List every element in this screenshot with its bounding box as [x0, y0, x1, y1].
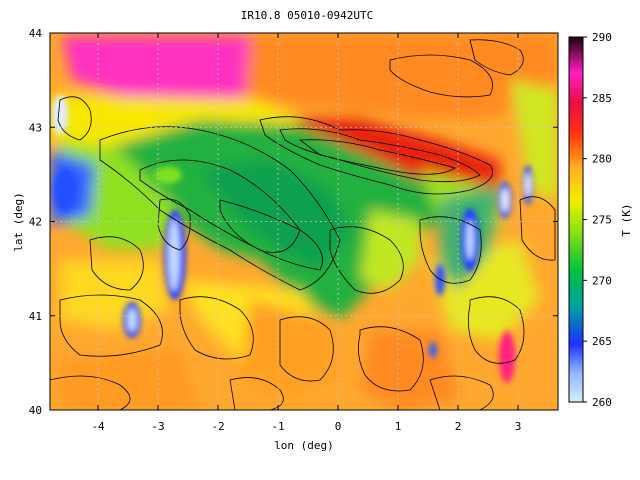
y-tick-label: 43	[29, 121, 42, 134]
x-axis-label: lon (deg)	[274, 439, 334, 452]
y-axis: 40 41 42 43 44	[29, 27, 558, 417]
colorbar-tick-label: 260	[592, 396, 612, 409]
y-tick-label: 42	[29, 216, 42, 229]
colorbar-tick-label: 290	[592, 31, 612, 44]
colorbar-ticks: 260 265 270 275 280 285 290	[583, 31, 612, 409]
x-axis: -4 -3 -2 -1 0 1 2 3	[91, 33, 521, 433]
x-tick-label: 3	[515, 420, 522, 433]
colorbar: 260 265 270 275 280 285 290 T (K)	[568, 31, 633, 409]
x-tick-label: -3	[151, 420, 164, 433]
x-tick-label: -4	[91, 420, 105, 433]
x-tick-label: -2	[211, 420, 224, 433]
x-tick-label: 2	[455, 420, 462, 433]
colorbar-scale	[568, 36, 584, 403]
y-axis-label: lat (deg)	[12, 192, 25, 252]
colorbar-tick-label: 275	[592, 214, 612, 227]
x-tick-label: 1	[395, 420, 402, 433]
y-tick-label: 40	[29, 404, 42, 417]
colorbar-label: T (K)	[620, 203, 633, 236]
x-tick-label: 0	[335, 420, 342, 433]
contour-lines	[50, 39, 556, 410]
y-tick-label: 41	[29, 310, 42, 323]
map-title: IR10.8 05010-0942UTC	[241, 9, 373, 22]
colorbar-tick-label: 265	[592, 335, 612, 348]
x-tick-label: -1	[271, 420, 284, 433]
temperature-field	[50, 33, 558, 410]
colorbar-tick-label: 270	[592, 274, 612, 287]
y-tick-label: 44	[29, 27, 43, 40]
colorbar-tick-label: 285	[592, 92, 612, 105]
colorbar-tick-label: 280	[592, 153, 612, 166]
